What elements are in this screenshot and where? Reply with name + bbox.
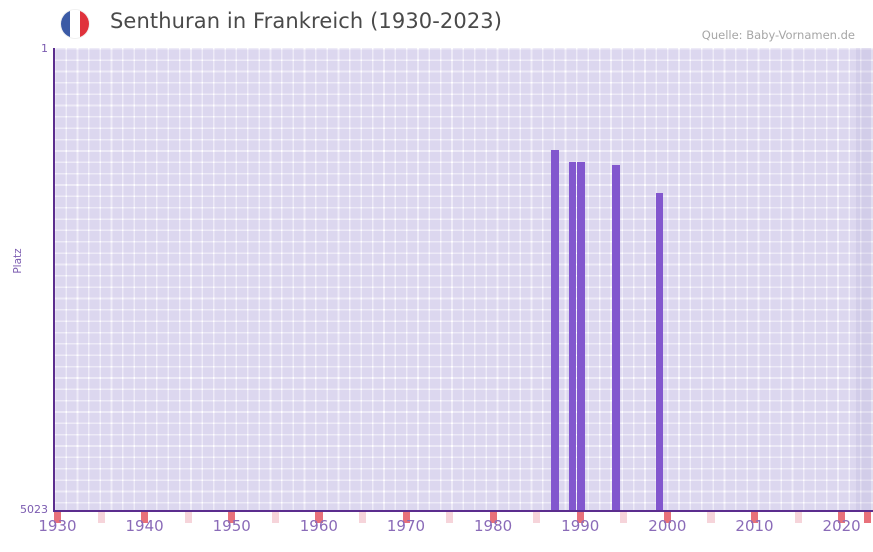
bar[interactable] — [655, 193, 664, 511]
x-tick-mark-major — [228, 512, 236, 523]
x-tick-mark-major — [54, 512, 62, 523]
page-title: Senthuran in Frankreich (1930-2023) — [110, 9, 503, 33]
y-axis-line — [53, 48, 55, 511]
x-tick-mark-major — [838, 512, 846, 523]
bar[interactable] — [568, 161, 577, 511]
france-flag-icon — [61, 10, 89, 38]
bar[interactable] — [577, 161, 585, 511]
x-tick-mark-major — [489, 512, 497, 523]
x-tick-label: 1960 — [299, 517, 338, 535]
y-axis-title: Platz — [12, 248, 24, 274]
x-tick-label: 2010 — [735, 517, 774, 535]
x-tick-mark-minor — [620, 512, 628, 523]
x-tick-mark-minor — [97, 512, 105, 523]
x-tick-mark-major — [141, 512, 149, 523]
x-tick-mark-major — [864, 512, 872, 523]
x-tick-mark-major — [751, 512, 759, 523]
x-tick-label: 2000 — [648, 517, 687, 535]
bar[interactable] — [551, 149, 559, 511]
x-tick-mark-minor — [446, 512, 454, 523]
y-tick-label-bottom: 5023 — [20, 503, 48, 516]
bar[interactable] — [612, 165, 620, 511]
y-tick-label-top: 1 — [41, 42, 48, 55]
x-tick-mark-major — [315, 512, 323, 523]
x-axis-line — [53, 510, 873, 512]
plot-area — [54, 48, 873, 511]
x-tick-label: 1990 — [561, 517, 600, 535]
x-tick-mark-minor — [794, 512, 802, 523]
x-tick-label: 1980 — [474, 517, 513, 535]
source-label: Quelle: Baby-Vornamen.de — [701, 28, 855, 42]
x-tick-mark-major — [663, 512, 672, 523]
x-tick-label: 2020 — [822, 517, 861, 535]
x-tick-mark-major — [402, 512, 410, 523]
x-tick-mark-minor — [707, 512, 715, 523]
x-tick-label: 1970 — [386, 517, 426, 535]
x-tick-label: 1930 — [38, 517, 77, 535]
x-tick-label: 1940 — [125, 517, 164, 535]
x-tick-mark-minor — [533, 512, 541, 523]
x-tick-mark-major — [576, 512, 584, 523]
x-tick-label: 1950 — [212, 517, 251, 535]
x-tick-mark-minor — [271, 512, 279, 523]
x-tick-mark-minor — [358, 512, 367, 523]
chart-header: Senthuran in Frankreich (1930-2023) Quel… — [0, 0, 873, 48]
incomplete-data-shade — [855, 48, 873, 511]
x-tick-mark-minor — [184, 512, 192, 523]
